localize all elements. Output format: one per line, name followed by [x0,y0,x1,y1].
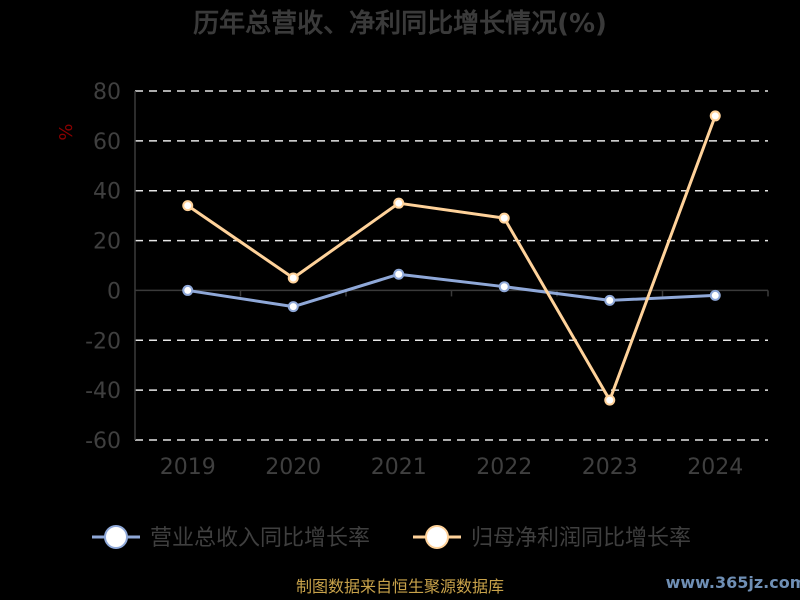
data-point [182,284,194,296]
y-tick-label: 0 [107,279,121,304]
y-tick-label: 40 [93,180,121,205]
series-line [186,115,717,402]
x-tick-label: 2020 [265,455,321,480]
data-point [393,268,405,280]
grid-layer [134,90,768,441]
data-point [604,394,616,406]
legend-marker [104,525,128,549]
chart-title: 历年总营收、净利同比增长情况(%) [193,8,607,39]
y-tick-labels: 80 60 40 20 0 -20 -40 -60 [85,80,121,454]
y-tick-label: 60 [93,130,121,155]
data-point [709,289,721,301]
data-point [709,110,721,122]
x-tick-label: 2024 [687,455,743,480]
y-tick-label: -20 [85,329,121,354]
y-tick-label: -60 [85,429,121,454]
y-tick-label: 20 [93,230,121,255]
data-point [498,212,510,224]
y-axis-unit: % [56,123,77,140]
legend-label: 营业总收入同比增长率 [150,526,370,551]
watermark: www.365jz.com [666,573,800,592]
data-point [182,200,194,212]
x-tick-label: 2021 [371,455,427,480]
x-tick-label: 2019 [160,455,216,480]
x-tick-labels: 2019 2020 2021 2022 2023 2024 [160,290,769,480]
data-point [287,301,299,313]
x-tick-label: 2023 [582,455,638,480]
legend-item: 归母净利润同比增长率 [413,525,691,551]
source-note: 制图数据来自恒生聚源数据库 [296,577,504,596]
y-tick-label: 80 [93,80,121,105]
y-tick-label: -40 [85,379,121,404]
data-point [498,281,510,293]
series-line [187,272,716,309]
data-point [287,272,299,284]
data-point [393,197,405,209]
legend-marker [425,525,449,549]
legend-item: 营业总收入同比增长率 [92,525,370,551]
data-point [604,294,616,306]
legend-label: 归母净利润同比增长率 [471,526,691,551]
series-layer [182,110,721,406]
x-tick-label: 2022 [476,455,532,480]
legend: 营业总收入同比增长率 归母净利润同比增长率 [92,525,691,551]
series-0 [182,268,721,313]
series-1 [182,110,721,406]
